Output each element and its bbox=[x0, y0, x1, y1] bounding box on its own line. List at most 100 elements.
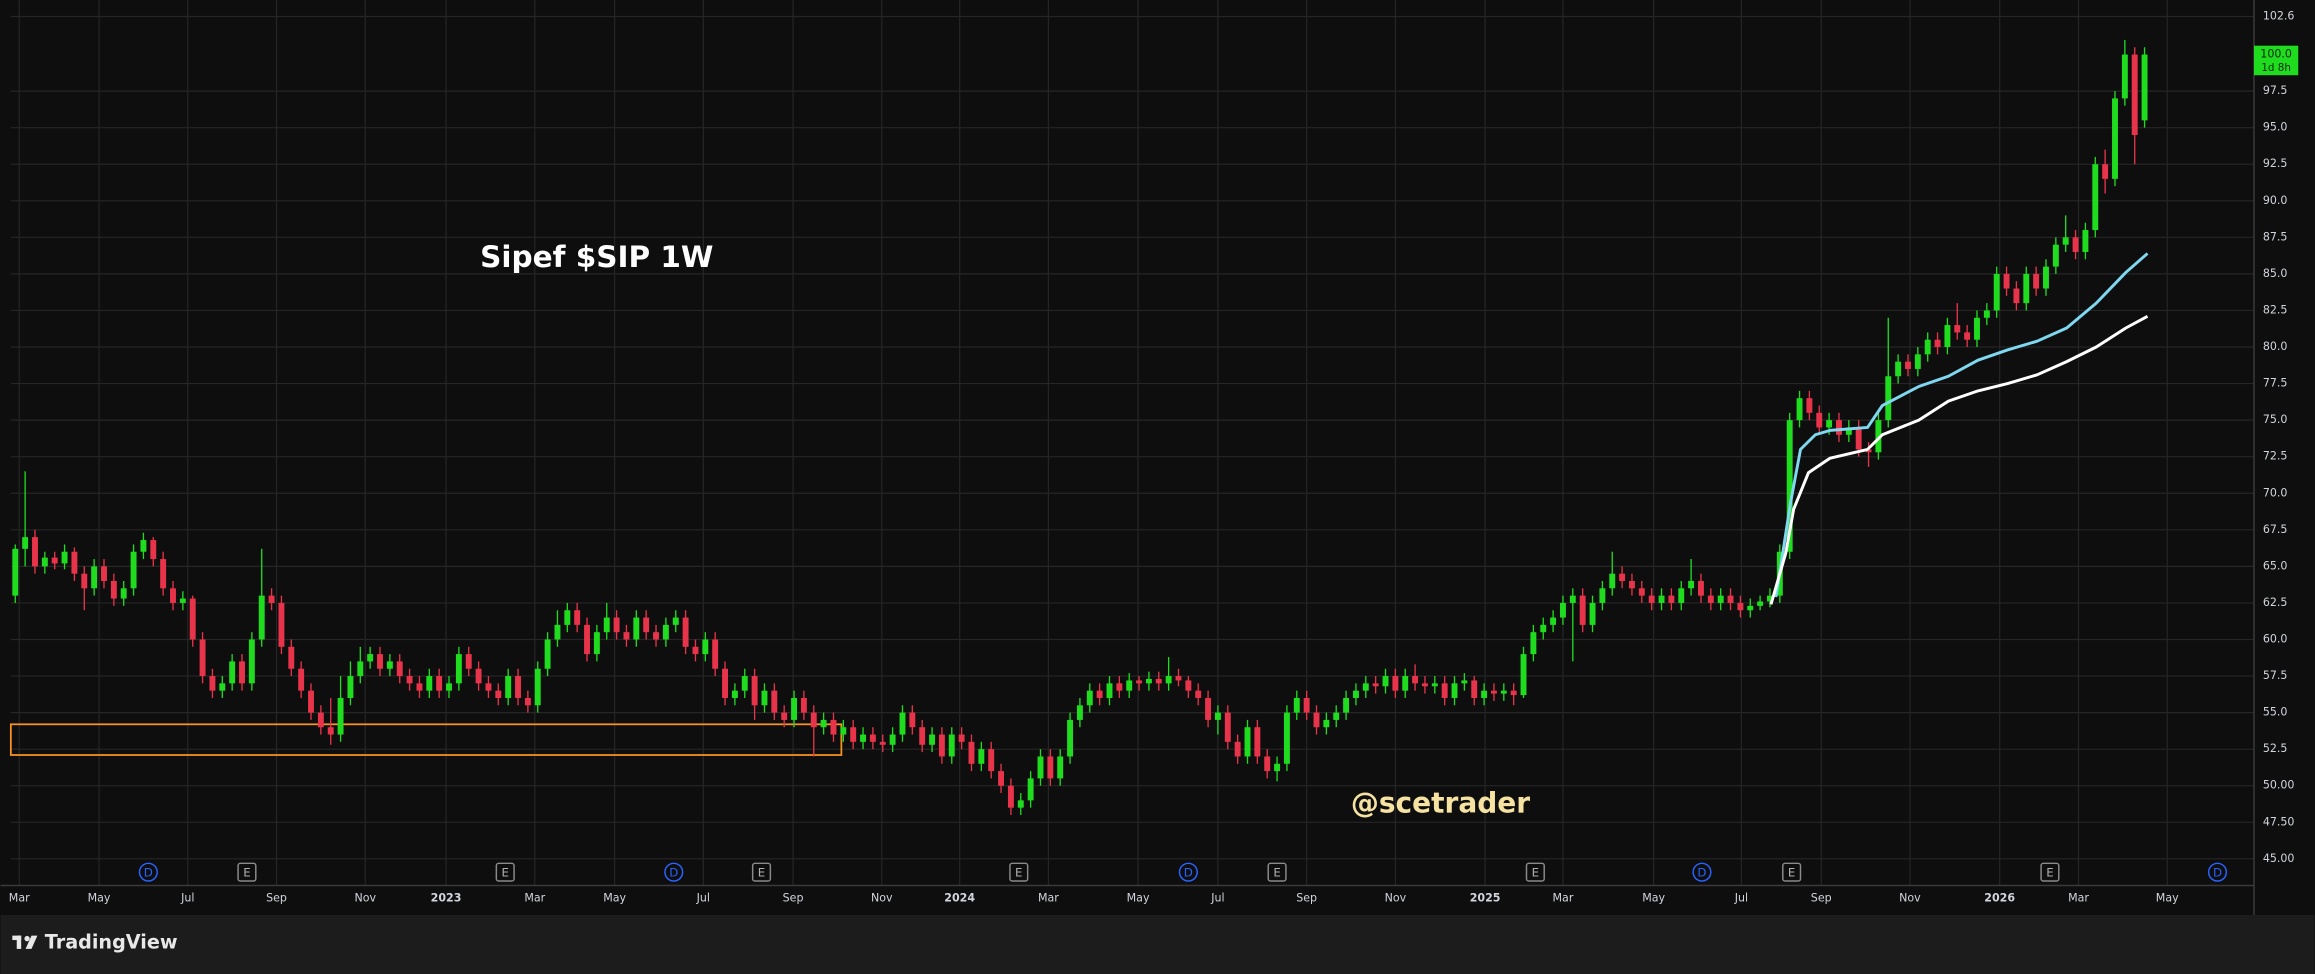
candle-body bbox=[1254, 727, 1261, 757]
last-price-box bbox=[2253, 45, 2299, 76]
candle-body bbox=[869, 734, 876, 742]
candle-body bbox=[189, 598, 196, 640]
candle-body bbox=[1520, 654, 1527, 696]
x-tick-label: Sep bbox=[266, 892, 287, 905]
y-tick-label: 70.0 bbox=[2263, 486, 2288, 499]
candle-body bbox=[347, 676, 354, 698]
candle-body bbox=[495, 690, 502, 698]
candle-body bbox=[909, 712, 916, 728]
event-label: E bbox=[1015, 865, 1022, 879]
logo-slash bbox=[25, 935, 38, 949]
candle-body bbox=[1402, 676, 1409, 691]
candle-body bbox=[91, 566, 98, 589]
candle-body bbox=[702, 639, 709, 655]
x-tick-label: Jul bbox=[1734, 892, 1748, 905]
candle-body bbox=[938, 734, 945, 757]
candle-body bbox=[1067, 719, 1074, 757]
candle-body bbox=[751, 676, 758, 706]
candle-body bbox=[1619, 573, 1626, 581]
candle-body bbox=[485, 683, 492, 691]
candle-body bbox=[1313, 712, 1320, 728]
candle-body bbox=[544, 639, 551, 669]
event-label: E bbox=[2046, 865, 2053, 879]
candle-body bbox=[830, 719, 837, 735]
candle-body bbox=[584, 624, 590, 655]
y-tick-label: 60.0 bbox=[2263, 632, 2288, 645]
candle-body bbox=[840, 727, 847, 735]
candle-body bbox=[791, 697, 797, 720]
candle-body bbox=[1490, 690, 1497, 694]
candle-body bbox=[416, 683, 423, 691]
candle-body bbox=[1983, 310, 1990, 318]
candle-body bbox=[1875, 420, 1882, 453]
footer-bar bbox=[0, 914, 2315, 974]
y-tick-label: 65.0 bbox=[2263, 559, 2288, 572]
candle-body bbox=[130, 551, 137, 589]
candle-body bbox=[761, 690, 768, 706]
axes: 45.00 47.50 50.00 52.5 55.0 57.5 60.0 62.5 65.0 6… bbox=[9, 10, 2299, 905]
candle-body bbox=[1382, 676, 1389, 687]
candle-body bbox=[1540, 624, 1547, 633]
candle-body bbox=[1698, 580, 1704, 596]
candle-body bbox=[1944, 325, 1951, 348]
y-tick-label: 57.5 bbox=[2263, 669, 2288, 682]
candle-body bbox=[1845, 427, 1852, 435]
candle-body bbox=[505, 676, 512, 698]
candle-body bbox=[682, 617, 689, 647]
candle-body bbox=[1648, 595, 1655, 603]
candle-body bbox=[1510, 690, 1517, 696]
ma-line bbox=[1769, 315, 2149, 605]
candle-body bbox=[1737, 602, 1744, 611]
candle-body bbox=[1244, 727, 1251, 757]
candle-body bbox=[1421, 683, 1428, 687]
candle-body bbox=[1175, 676, 1182, 681]
countdown-label: 1d 8h bbox=[2261, 62, 2291, 74]
candle-body bbox=[367, 654, 374, 662]
y-tick-label: 97.5 bbox=[2263, 84, 2288, 97]
logo-dot bbox=[24, 935, 30, 942]
candle-body bbox=[948, 734, 955, 757]
candle-body bbox=[1333, 712, 1340, 720]
candle-body bbox=[731, 690, 738, 698]
candle-body bbox=[455, 654, 462, 684]
candle-body bbox=[820, 719, 827, 728]
y-tick-label: 72.5 bbox=[2263, 450, 2288, 463]
candle-body bbox=[1924, 339, 1931, 355]
candle-body bbox=[2102, 164, 2109, 179]
candle-body bbox=[1550, 617, 1557, 625]
candle-body bbox=[1905, 361, 1911, 369]
x-tick-label: Nov bbox=[871, 892, 893, 905]
candle-body bbox=[593, 632, 600, 655]
x-tick-label: 2025 bbox=[1470, 892, 1501, 905]
logo-bar bbox=[12, 935, 22, 941]
event-label: E bbox=[1788, 865, 1795, 879]
y-tick-label: 45.00 bbox=[2263, 852, 2295, 865]
candle-body bbox=[140, 540, 147, 552]
candle-body bbox=[2023, 273, 2030, 304]
candle-body bbox=[110, 580, 117, 599]
candle-body bbox=[288, 646, 295, 669]
candle-body bbox=[258, 595, 265, 640]
candle-body bbox=[1865, 449, 1872, 453]
x-tick-label: Jul bbox=[1210, 892, 1224, 905]
candle-body bbox=[1431, 683, 1438, 687]
candle-body bbox=[1155, 678, 1162, 684]
candle-body bbox=[1451, 683, 1458, 698]
candle-body bbox=[1668, 595, 1675, 603]
price-zone bbox=[9, 723, 843, 756]
earnings-marker bbox=[1009, 862, 1029, 882]
candle-body bbox=[653, 632, 659, 640]
candle-body bbox=[1569, 595, 1576, 603]
y-tick-label: 87.5 bbox=[2263, 230, 2288, 243]
candle-body bbox=[1283, 712, 1290, 764]
y-tick-label: 95.0 bbox=[2263, 121, 2288, 134]
candle-body bbox=[919, 727, 926, 745]
candle-body bbox=[436, 676, 443, 691]
candle-body bbox=[810, 712, 817, 728]
candle-body bbox=[426, 676, 433, 691]
candle-body bbox=[1195, 690, 1202, 698]
candle-body bbox=[1037, 756, 1044, 779]
candle-body bbox=[672, 617, 679, 625]
x-tick-label: Jul bbox=[180, 892, 194, 905]
x-tick-label: 2023 bbox=[431, 892, 462, 905]
